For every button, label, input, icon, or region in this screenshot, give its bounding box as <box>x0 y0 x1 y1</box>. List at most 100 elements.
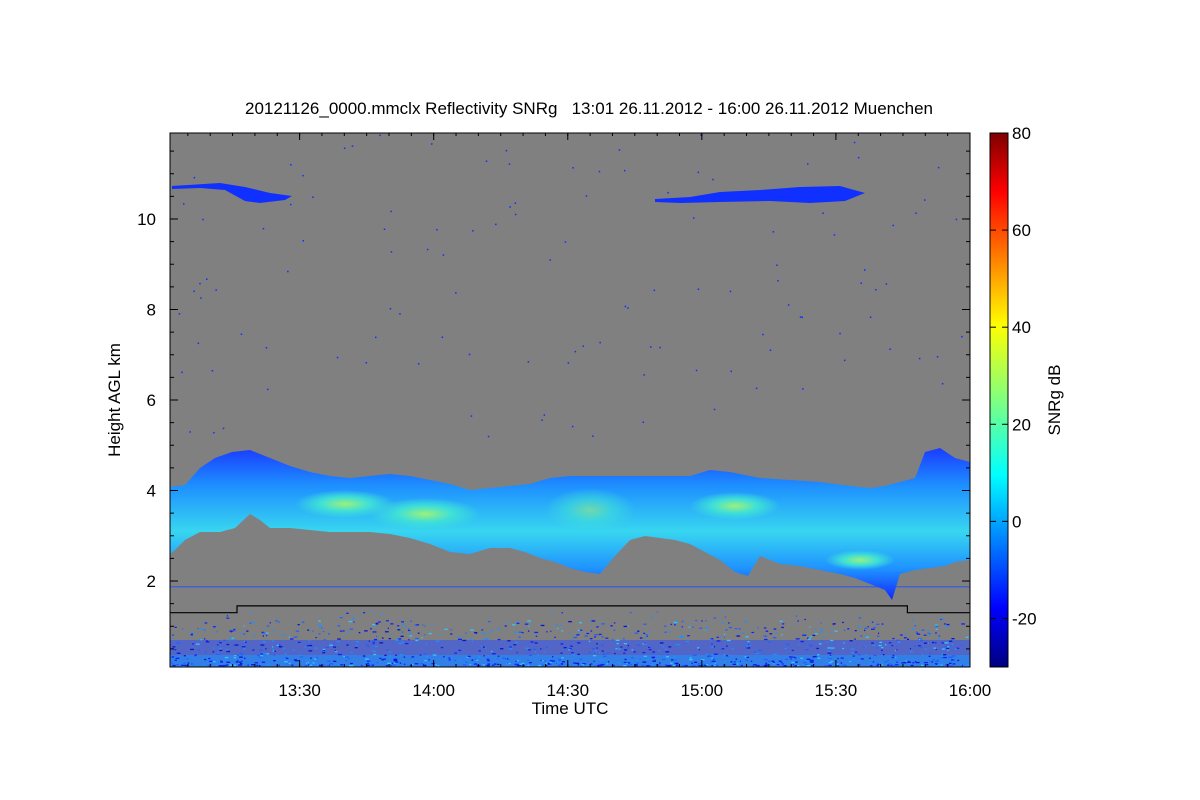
clutter-speck <box>577 642 581 644</box>
low-speck <box>815 628 817 631</box>
clutter-speck <box>362 655 366 657</box>
low-speck <box>826 665 829 667</box>
clutter-speck <box>716 640 721 642</box>
clutter-speck <box>802 634 806 636</box>
clutter-speck <box>627 625 629 627</box>
clutter-speck <box>398 638 402 640</box>
clutter-speck <box>684 664 688 667</box>
clutter-speck <box>365 658 369 660</box>
clutter-speck <box>744 656 748 658</box>
clutter-speck <box>610 625 613 627</box>
clutter-speck <box>934 663 938 665</box>
low-speck <box>782 623 785 625</box>
low-speck <box>493 663 496 665</box>
clutter-speck <box>791 661 795 664</box>
clutter-speck <box>856 660 860 663</box>
clutter-speck <box>851 652 855 654</box>
clutter-speck <box>816 647 819 650</box>
clutter-speck <box>212 661 216 663</box>
clutter-speck <box>356 641 360 643</box>
clutter-speck <box>594 634 598 636</box>
low-speck <box>871 621 874 623</box>
clutter-speck <box>728 622 730 624</box>
clutter-speck <box>568 621 572 623</box>
clutter-speck <box>927 632 929 634</box>
clutter-speck <box>910 651 913 653</box>
low-speck <box>379 613 383 615</box>
sky-speck <box>869 316 872 318</box>
clutter-speck <box>234 644 239 646</box>
clutter-speck <box>524 665 529 667</box>
clutter-speck <box>931 661 934 663</box>
low-speck <box>370 628 372 630</box>
clutter-speck <box>240 663 243 665</box>
low-speck <box>369 660 372 663</box>
clutter-speck <box>951 655 956 657</box>
clutter-speck <box>197 627 199 630</box>
clutter-speck <box>371 643 375 645</box>
low-speck <box>400 631 402 633</box>
clutter-speck <box>686 640 689 643</box>
sky-speck <box>623 169 626 172</box>
clutter-speck <box>194 655 197 657</box>
low-speck <box>508 657 511 660</box>
clutter-speck <box>528 625 530 628</box>
clutter-speck <box>938 635 941 637</box>
clutter-speck <box>361 664 363 667</box>
clutter-speck <box>616 662 621 664</box>
clutter-speck <box>218 647 222 650</box>
clutter-speck <box>775 631 778 634</box>
low-speck <box>443 656 445 658</box>
low-speck <box>844 629 846 631</box>
low-speck <box>210 663 213 665</box>
low-speck <box>275 620 278 622</box>
clutter-speck <box>929 652 932 654</box>
clutter-speck <box>710 661 712 663</box>
clutter-speck <box>659 662 661 664</box>
clutter-speck <box>384 654 387 656</box>
clutter-speck <box>631 649 633 651</box>
low-speck <box>371 610 373 612</box>
low-speck <box>379 657 382 659</box>
y-axis-label: Height AGL km <box>105 343 124 457</box>
x-tick-label: 14:00 <box>412 681 455 700</box>
low-speck <box>826 641 829 643</box>
low-speck <box>876 665 879 667</box>
clutter-speck <box>397 629 401 631</box>
low-speck <box>929 660 931 662</box>
clutter-speck <box>409 635 413 637</box>
low-speck <box>745 647 748 649</box>
sky-speck <box>693 217 695 219</box>
clutter-speck <box>790 658 792 660</box>
clutter-speck <box>273 660 276 662</box>
clutter-speck <box>829 656 831 658</box>
clutter-speck <box>174 659 177 661</box>
clutter-speck <box>175 657 180 659</box>
clutter-speck <box>591 648 595 650</box>
clutter-speck <box>813 663 816 666</box>
clutter-speck <box>820 628 823 630</box>
clutter-speck <box>711 657 714 659</box>
low-speck <box>864 646 867 648</box>
low-speck <box>820 622 822 624</box>
sky-speck <box>287 270 289 273</box>
clutter-speck <box>424 653 427 655</box>
clutter-speck <box>386 664 391 666</box>
low-speck <box>837 665 840 667</box>
clutter-speck <box>500 648 504 650</box>
clutter-speck <box>487 660 490 662</box>
clutter-speck <box>238 661 242 663</box>
clutter-speck <box>373 638 378 641</box>
clutter-speck <box>322 664 326 666</box>
low-speck <box>277 621 280 623</box>
clutter-speck <box>554 636 556 638</box>
clutter-speck <box>729 662 732 665</box>
clutter-speck <box>428 632 432 635</box>
clutter-speck <box>714 662 716 665</box>
clutter-speck <box>937 664 941 667</box>
clutter-speck <box>400 635 404 637</box>
clutter-speck <box>462 662 466 664</box>
low-speck <box>613 622 616 624</box>
clutter-speck <box>233 657 237 659</box>
sky-speck <box>833 234 836 236</box>
